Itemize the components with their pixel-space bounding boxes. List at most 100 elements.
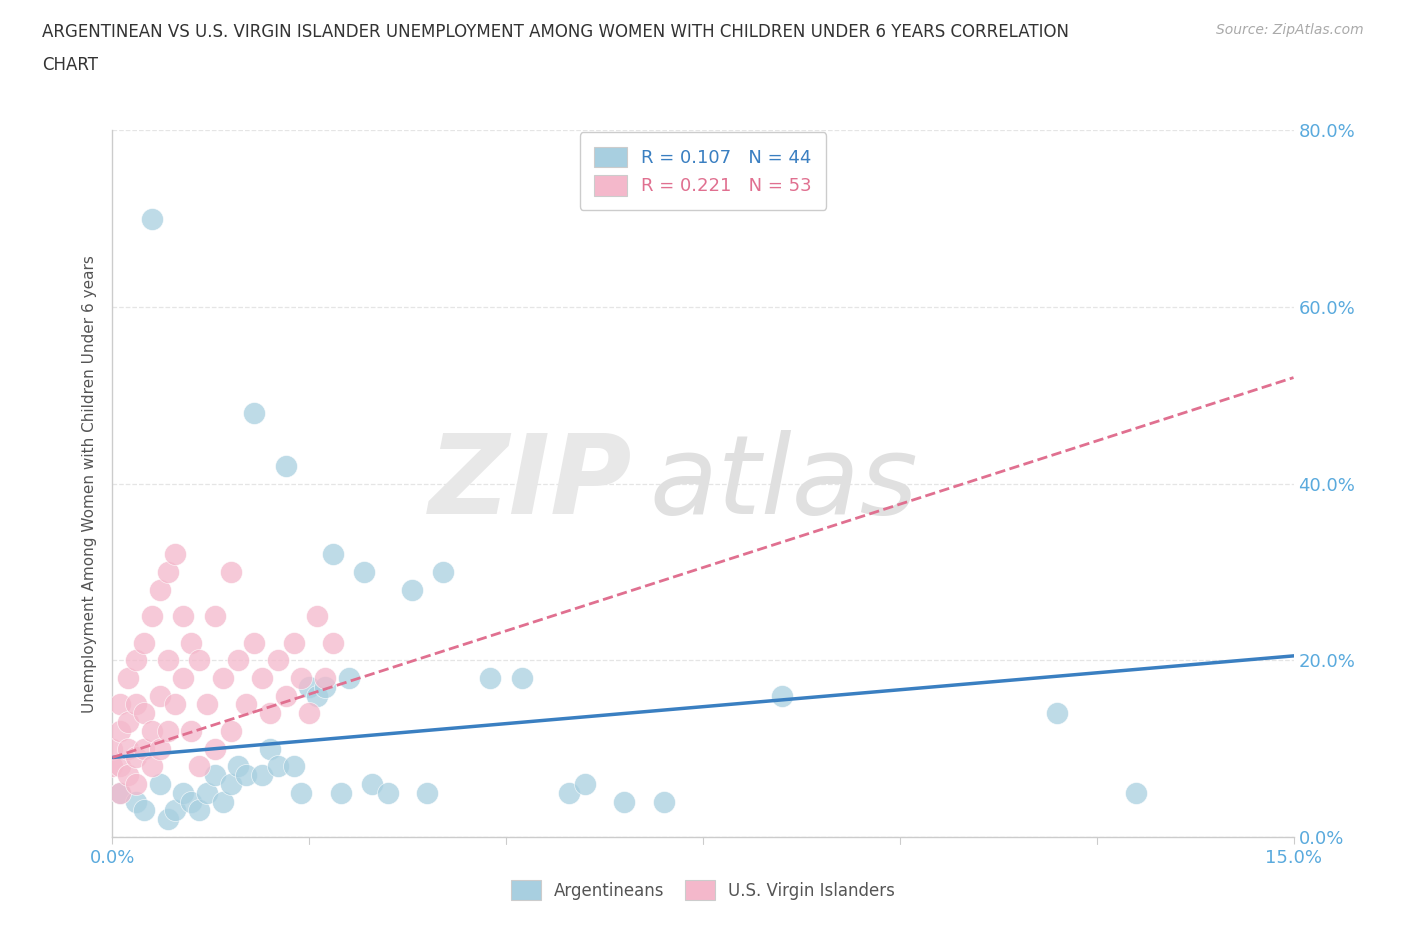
Point — [361, 777, 384, 791]
Point — [329, 785, 352, 800]
Point — [307, 688, 329, 703]
Point — [188, 653, 211, 668]
Point — [125, 794, 148, 809]
Point — [510, 671, 533, 685]
Point — [243, 635, 266, 650]
Text: Source: ZipAtlas.com: Source: ZipAtlas.com — [1216, 23, 1364, 37]
Point — [353, 565, 375, 579]
Point — [228, 759, 250, 774]
Point — [219, 777, 242, 791]
Point — [110, 724, 132, 738]
Text: ZIP: ZIP — [429, 430, 633, 538]
Point — [613, 794, 636, 809]
Point — [141, 211, 163, 226]
Point — [172, 785, 194, 800]
Point — [156, 653, 179, 668]
Point — [250, 768, 273, 783]
Point — [110, 759, 132, 774]
Point — [132, 635, 155, 650]
Point — [149, 582, 172, 597]
Point — [195, 785, 218, 800]
Point — [188, 759, 211, 774]
Point — [125, 750, 148, 764]
Text: ARGENTINEAN VS U.S. VIRGIN ISLANDER UNEMPLOYMENT AMONG WOMEN WITH CHILDREN UNDER: ARGENTINEAN VS U.S. VIRGIN ISLANDER UNEM… — [42, 23, 1069, 41]
Point — [259, 706, 281, 721]
Point — [243, 405, 266, 420]
Point — [125, 653, 148, 668]
Point — [172, 609, 194, 624]
Point — [110, 785, 132, 800]
Point — [235, 698, 257, 712]
Point — [141, 724, 163, 738]
Point — [110, 785, 132, 800]
Point — [267, 759, 290, 774]
Point — [204, 741, 226, 756]
Point — [219, 565, 242, 579]
Point — [110, 698, 132, 712]
Point — [416, 785, 439, 800]
Point — [117, 768, 139, 783]
Point — [180, 724, 202, 738]
Point — [432, 565, 454, 579]
Point — [235, 768, 257, 783]
Point — [141, 609, 163, 624]
Point — [165, 547, 187, 562]
Point — [307, 609, 329, 624]
Point — [204, 768, 226, 783]
Point — [156, 724, 179, 738]
Point — [172, 671, 194, 685]
Point — [149, 688, 172, 703]
Point — [117, 714, 139, 729]
Point — [250, 671, 273, 685]
Point — [274, 458, 297, 473]
Point — [314, 671, 336, 685]
Point — [337, 671, 360, 685]
Point — [219, 724, 242, 738]
Point — [125, 777, 148, 791]
Point — [165, 804, 187, 818]
Point — [283, 635, 305, 650]
Point — [298, 679, 321, 694]
Point — [180, 794, 202, 809]
Point — [377, 785, 399, 800]
Point — [574, 777, 596, 791]
Point — [401, 582, 423, 597]
Point — [141, 759, 163, 774]
Point — [211, 794, 233, 809]
Point — [274, 688, 297, 703]
Point — [132, 804, 155, 818]
Point — [211, 671, 233, 685]
Point — [180, 635, 202, 650]
Point — [149, 741, 172, 756]
Point — [479, 671, 502, 685]
Point — [195, 698, 218, 712]
Point — [117, 671, 139, 685]
Point — [156, 812, 179, 827]
Point — [204, 609, 226, 624]
Point — [156, 565, 179, 579]
Text: atlas: atlas — [650, 430, 918, 538]
Point — [290, 785, 312, 800]
Point — [228, 653, 250, 668]
Point — [770, 688, 793, 703]
Point — [149, 777, 172, 791]
Point — [188, 804, 211, 818]
Point — [290, 671, 312, 685]
Point — [322, 635, 344, 650]
Point — [298, 706, 321, 721]
Point — [283, 759, 305, 774]
Text: CHART: CHART — [42, 56, 98, 73]
Point — [1125, 785, 1147, 800]
Point — [132, 706, 155, 721]
Point — [132, 741, 155, 756]
Point — [117, 741, 139, 756]
Legend: Argentineans, U.S. Virgin Islanders: Argentineans, U.S. Virgin Islanders — [505, 874, 901, 907]
Point — [558, 785, 581, 800]
Point — [652, 794, 675, 809]
Point — [125, 698, 148, 712]
Point — [322, 547, 344, 562]
Point — [101, 759, 124, 774]
Point — [259, 741, 281, 756]
Point — [101, 741, 124, 756]
Point — [267, 653, 290, 668]
